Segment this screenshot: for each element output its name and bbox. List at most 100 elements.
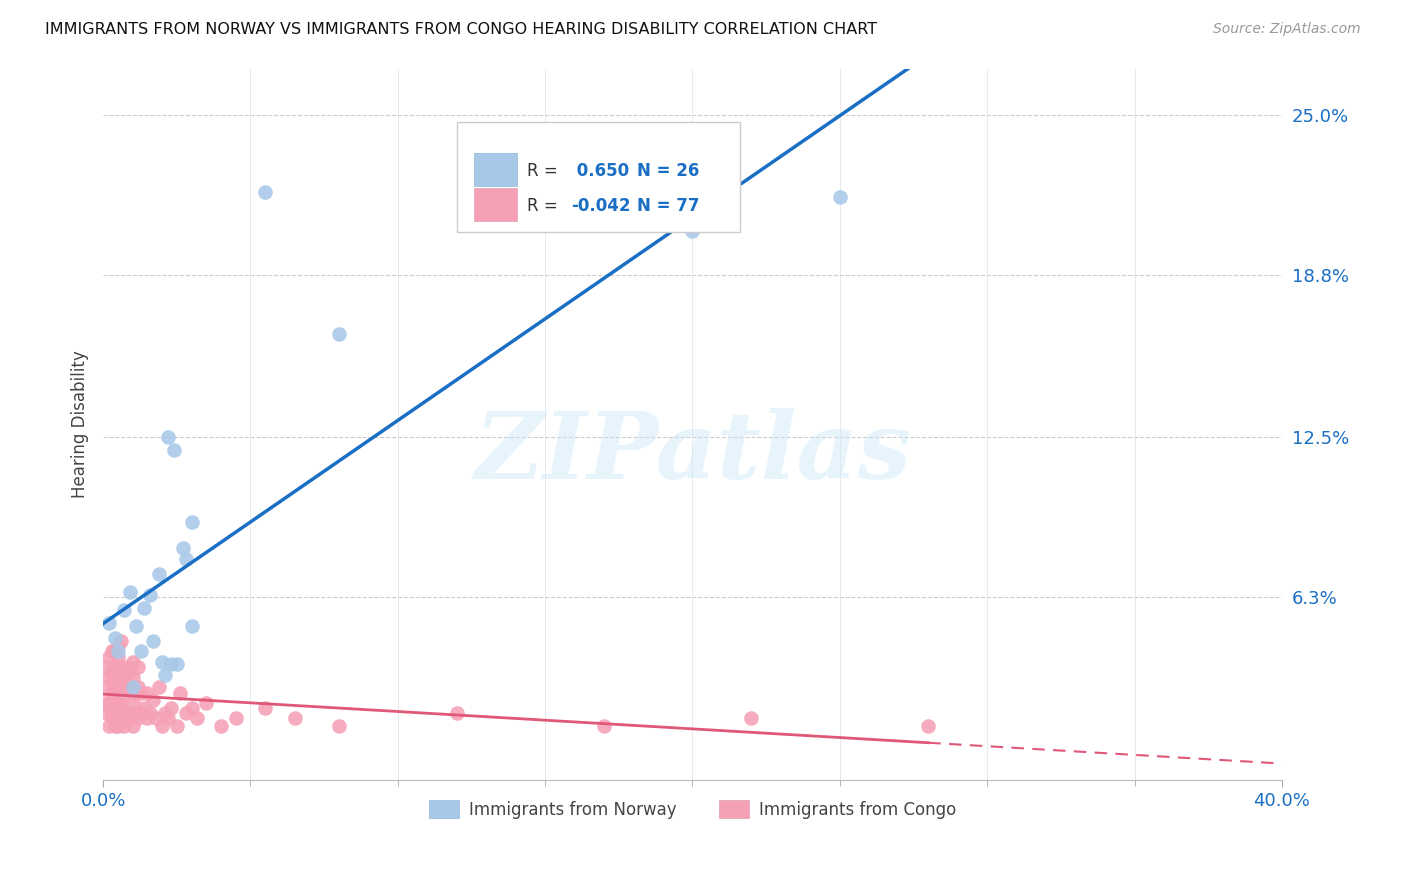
Point	[98, 670, 121, 684]
Point	[131, 685, 153, 699]
Point	[121, 719, 143, 733]
Point	[150, 719, 173, 733]
Point	[172, 541, 194, 556]
Point	[107, 719, 129, 733]
Point	[104, 696, 127, 710]
Point	[593, 719, 616, 733]
Text: N = 77: N = 77	[637, 197, 700, 215]
Point	[917, 719, 939, 733]
Point	[134, 701, 156, 715]
Point	[180, 701, 202, 715]
Point	[156, 711, 179, 725]
Point	[131, 644, 153, 658]
Point	[180, 516, 202, 530]
Point	[174, 706, 197, 721]
Point	[112, 706, 135, 721]
Point	[104, 719, 127, 733]
Point	[94, 706, 117, 721]
Point	[112, 688, 135, 702]
Point	[110, 675, 132, 690]
Point	[115, 706, 138, 721]
Point	[110, 711, 132, 725]
Point	[150, 655, 173, 669]
Point	[127, 711, 149, 725]
Y-axis label: Hearing Disability: Hearing Disability	[72, 351, 89, 499]
Point	[121, 696, 143, 710]
Point	[166, 719, 188, 733]
Text: ZIPatlas: ZIPatlas	[474, 408, 911, 498]
Point	[98, 615, 121, 630]
Point	[94, 660, 117, 674]
Point	[139, 588, 162, 602]
Point	[254, 701, 277, 715]
Point	[101, 644, 124, 658]
Point	[127, 660, 149, 674]
Point	[328, 719, 350, 733]
FancyBboxPatch shape	[457, 122, 740, 232]
Point	[160, 701, 183, 715]
Point	[136, 711, 159, 725]
Point	[153, 667, 176, 681]
Point	[740, 711, 762, 725]
Point	[225, 711, 247, 725]
Legend: Immigrants from Norway, Immigrants from Congo: Immigrants from Norway, Immigrants from …	[423, 793, 963, 825]
Point	[110, 696, 132, 710]
Point	[139, 706, 162, 721]
Point	[156, 430, 179, 444]
FancyBboxPatch shape	[474, 188, 517, 221]
Point	[254, 186, 277, 200]
Point	[124, 618, 146, 632]
Point	[195, 696, 218, 710]
Point	[142, 693, 165, 707]
Point	[828, 190, 851, 204]
Point	[124, 685, 146, 699]
Point	[160, 657, 183, 672]
Point	[118, 585, 141, 599]
Point	[131, 706, 153, 721]
Point	[98, 719, 121, 733]
Point	[93, 696, 115, 710]
Point	[127, 681, 149, 695]
Point	[142, 634, 165, 648]
Point	[166, 657, 188, 672]
Point	[101, 711, 124, 725]
Point	[174, 551, 197, 566]
Point	[328, 327, 350, 342]
Point	[110, 660, 132, 674]
Point	[180, 618, 202, 632]
Point	[118, 711, 141, 725]
Point	[124, 706, 146, 721]
Text: R =: R =	[527, 197, 564, 215]
Point	[98, 649, 121, 664]
Point	[112, 670, 135, 684]
Point	[110, 634, 132, 648]
Point	[107, 660, 129, 674]
Text: N = 26: N = 26	[637, 161, 699, 180]
Point	[104, 632, 127, 646]
Point	[107, 639, 129, 653]
Point	[104, 660, 127, 674]
Point	[163, 443, 186, 458]
Point	[98, 696, 121, 710]
Point	[148, 681, 170, 695]
Point	[186, 711, 208, 725]
Point	[136, 685, 159, 699]
Point	[118, 681, 141, 695]
Point	[121, 681, 143, 695]
Point	[101, 675, 124, 690]
Point	[134, 600, 156, 615]
Point	[107, 649, 129, 664]
Text: -0.042: -0.042	[571, 197, 630, 215]
Point	[112, 603, 135, 617]
Point	[101, 706, 124, 721]
Point	[115, 660, 138, 674]
Point	[118, 665, 141, 679]
Point	[169, 685, 191, 699]
Text: IMMIGRANTS FROM NORWAY VS IMMIGRANTS FROM CONGO HEARING DISABILITY CORRELATION C: IMMIGRANTS FROM NORWAY VS IMMIGRANTS FRO…	[45, 22, 877, 37]
Point	[153, 706, 176, 721]
Point	[145, 711, 167, 725]
Point	[682, 224, 704, 238]
Point	[284, 711, 307, 725]
Text: R =: R =	[527, 161, 564, 180]
Point	[446, 706, 468, 721]
